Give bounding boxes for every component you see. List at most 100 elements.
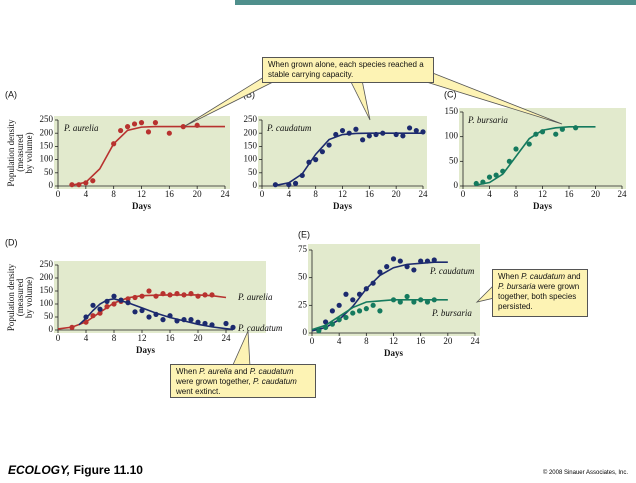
y-tick-label: 0 xyxy=(303,327,308,337)
data-point xyxy=(424,299,431,305)
plot-background xyxy=(54,261,266,333)
data-point xyxy=(181,317,187,323)
x-tick-label: 12 xyxy=(389,336,398,346)
data-point xyxy=(104,298,110,304)
x-axis-label: Days xyxy=(384,348,403,358)
data-point xyxy=(306,159,312,165)
pointer xyxy=(349,79,371,121)
data-point xyxy=(124,124,131,130)
data-point xyxy=(76,182,82,188)
data-point xyxy=(413,127,419,134)
y-tick-label: 100 xyxy=(244,154,258,164)
data-point xyxy=(209,322,215,328)
data-point xyxy=(118,127,124,134)
data-point xyxy=(380,130,386,136)
y-tick-label: 50 xyxy=(44,167,54,177)
data-point xyxy=(553,131,559,137)
data-point xyxy=(223,320,229,327)
y-tick-label: 50 xyxy=(449,155,459,165)
data-point xyxy=(363,286,369,292)
figure-number: Figure 11.10 xyxy=(73,463,143,477)
data-point xyxy=(370,302,376,308)
x-tick-label: 24 xyxy=(471,336,481,346)
data-point xyxy=(373,131,379,138)
footer-title: ECOLOGY, Figure 11.10 xyxy=(8,463,143,477)
data-point xyxy=(356,291,363,297)
y-tick-label: 100 xyxy=(445,131,459,141)
data-point xyxy=(181,292,187,298)
data-point xyxy=(202,292,208,298)
data-point xyxy=(400,133,406,139)
data-point xyxy=(138,120,145,126)
callout-text: and xyxy=(231,367,250,376)
data-point xyxy=(390,256,397,262)
data-point xyxy=(131,121,138,127)
x-tick-label: 8 xyxy=(111,189,116,199)
data-point xyxy=(343,291,349,297)
data-point xyxy=(343,314,349,321)
series-label: P. aurelia xyxy=(237,292,273,302)
x-tick-label: 8 xyxy=(514,189,519,199)
y-tick-label: 50 xyxy=(298,272,308,282)
y-tick-label: 250 xyxy=(244,114,258,124)
callout-text: P. aurelia xyxy=(199,367,232,376)
data-point xyxy=(336,317,342,323)
x-tick-label: 20 xyxy=(392,189,402,199)
data-point xyxy=(104,304,110,310)
data-point xyxy=(90,178,96,184)
x-tick-label: 12 xyxy=(338,189,347,199)
callout: When P. aurelia and P. caudatum were gro… xyxy=(170,364,316,398)
series-label: P. caudatum xyxy=(266,123,312,133)
callout-pointers xyxy=(184,69,563,368)
data-point xyxy=(360,137,366,143)
data-point xyxy=(473,180,479,187)
data-point xyxy=(319,149,325,155)
data-point xyxy=(418,258,424,264)
journal: ECOLOGY, xyxy=(8,463,71,477)
data-point xyxy=(406,125,413,131)
callout-text: were grown together, both species persis… xyxy=(498,282,580,311)
data-point xyxy=(500,168,506,174)
x-tick-label: 16 xyxy=(565,189,575,199)
x-axis-label: Days xyxy=(136,345,155,355)
data-point xyxy=(420,129,426,135)
x-tick-label: 4 xyxy=(337,336,342,346)
data-point xyxy=(393,131,399,138)
series-label: P. caudatum xyxy=(429,266,475,276)
data-point xyxy=(390,297,397,303)
y-tick-label: 50 xyxy=(248,167,258,177)
data-point xyxy=(411,299,417,305)
data-point xyxy=(118,297,124,303)
data-point xyxy=(146,314,152,320)
data-point xyxy=(356,308,363,314)
x-tick-label: 0 xyxy=(260,189,265,199)
x-tick-label: 12 xyxy=(138,333,147,343)
series-label: P. caudatum xyxy=(237,323,283,333)
data-point xyxy=(480,179,486,185)
data-point xyxy=(111,301,117,307)
data-point xyxy=(209,292,215,298)
x-axis-label: Days xyxy=(533,201,552,211)
data-point xyxy=(152,120,159,126)
data-point xyxy=(153,311,159,317)
plot-background xyxy=(459,108,626,189)
y-axis-label: Population density xyxy=(6,263,16,331)
data-point xyxy=(167,313,173,319)
data-point xyxy=(125,300,131,306)
y-tick-label: 200 xyxy=(40,272,54,282)
callout-text: were grown together, xyxy=(176,377,253,386)
callout-text: P. caudatum xyxy=(252,377,297,386)
x-tick-label: 12 xyxy=(137,189,146,199)
data-point xyxy=(353,126,359,132)
callout: When P. caudatum and P. bursaria were gr… xyxy=(492,269,588,317)
data-point xyxy=(339,127,346,134)
data-point xyxy=(83,180,89,186)
data-point xyxy=(431,257,437,263)
data-point xyxy=(559,126,565,132)
callout-text: When xyxy=(176,367,200,376)
data-point xyxy=(350,310,356,316)
data-point xyxy=(350,297,356,303)
data-point xyxy=(83,319,89,325)
x-tick-label: 8 xyxy=(364,336,369,346)
